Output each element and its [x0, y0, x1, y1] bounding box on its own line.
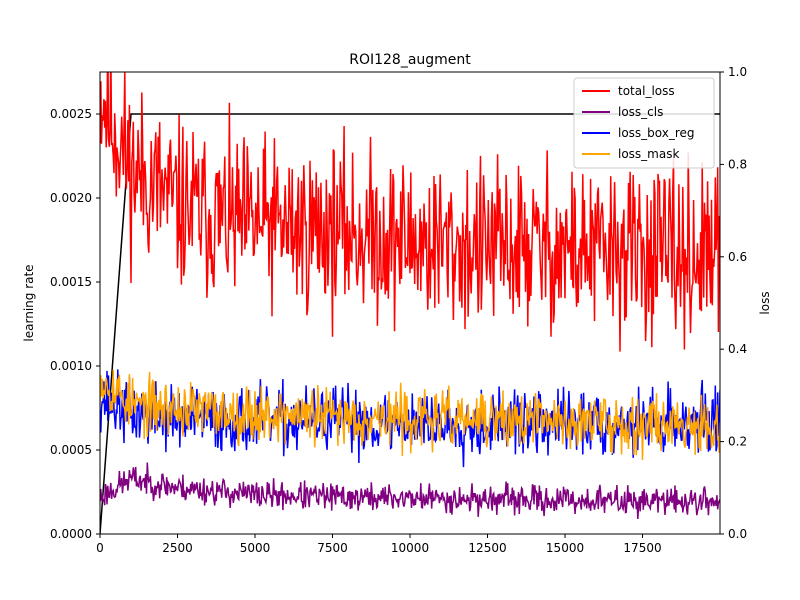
- legend-label: loss_mask: [618, 147, 679, 161]
- legend: total_loss loss_cls loss_box_reg loss_mask: [573, 77, 715, 169]
- legend-box: [573, 77, 715, 169]
- x-tick-label: 2500: [162, 541, 193, 555]
- x-tick-label: 5000: [240, 541, 271, 555]
- y-left-tick-label: 0.0010: [50, 359, 92, 373]
- y-right-tick-label: 1.0: [728, 65, 747, 79]
- x-tick-label: 7500: [317, 541, 348, 555]
- y-left-tick-label: 0.0005: [50, 443, 92, 457]
- series-line-loss-cls: [100, 462, 720, 520]
- legend-label: loss_cls: [618, 105, 663, 119]
- axes: 0 2500 5000 7500 10000 12500 15000 17500 0.0000 0…: [50, 65, 747, 555]
- y-left-tick-label: 0.0000: [50, 527, 92, 541]
- legend-label: total_loss: [618, 84, 675, 98]
- series-line-total-loss: [100, 72, 720, 352]
- x-tick-label: 0: [96, 541, 104, 555]
- chart-title: ROI128_augment: [349, 52, 471, 68]
- x-tick-label: 17500: [623, 541, 661, 555]
- y-left-tick-label: 0.0020: [50, 191, 92, 205]
- x-tick-label: 15000: [546, 541, 584, 555]
- learning-rate-line: [100, 113, 720, 534]
- y-right-tick-label: 0.4: [728, 342, 747, 356]
- x-tick-label: 10000: [391, 541, 429, 555]
- y-right-tick-label: 0.8: [728, 157, 747, 171]
- y-left-tick-label: 0.0015: [50, 275, 92, 289]
- y-left-axis-label: learning rate: [22, 264, 36, 341]
- legend-label: loss_box_reg: [618, 126, 695, 140]
- plot-area: [100, 72, 720, 534]
- y-left-tick-label: 0.0025: [50, 107, 92, 121]
- series-line-loss-mask: [100, 369, 720, 461]
- y-right-tick-label: 0.2: [728, 435, 747, 449]
- y-right-tick-label: 0.0: [728, 527, 747, 541]
- x-tick-label: 12500: [468, 541, 506, 555]
- y-right-tick-label: 0.6: [728, 250, 747, 264]
- y-right-axis-label: loss: [758, 291, 772, 314]
